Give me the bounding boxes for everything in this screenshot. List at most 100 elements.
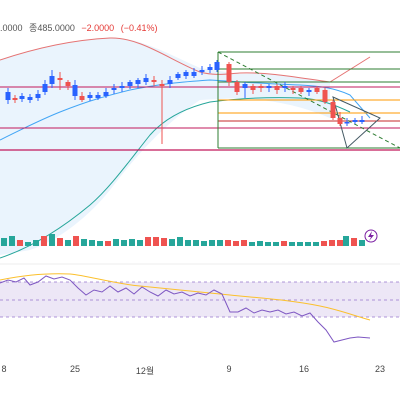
candle-body [191, 72, 197, 76]
candle-body [65, 82, 71, 86]
volume-bar [129, 239, 135, 246]
candle-body [135, 80, 141, 84]
candle-body [143, 78, 149, 82]
candle-body [127, 82, 133, 86]
x-axis-label-2: 25 [69, 364, 81, 374]
candle-body [207, 67, 213, 70]
candle-body [266, 86, 272, 88]
candle-body [290, 88, 296, 90]
volume-bar [225, 240, 231, 246]
volume-bar [185, 240, 191, 246]
volume-bar [17, 240, 23, 246]
candle-body [95, 95, 101, 98]
candle-body [359, 120, 365, 122]
volume-bar [359, 240, 365, 246]
volume-bar [217, 240, 223, 246]
candle-body [258, 86, 264, 88]
volume-bar [343, 236, 349, 246]
volume-bar [57, 238, 63, 246]
candle-body [19, 96, 25, 99]
close-value: 485.0000 [37, 23, 75, 33]
candle-body [111, 88, 117, 90]
candle-body [151, 80, 157, 82]
rsi-line [0, 275, 371, 343]
bollinger-upper-line [0, 37, 371, 83]
bollinger-mid-line [0, 79, 371, 141]
volume-bar [265, 242, 271, 246]
x-axis-label-3: 12월 [135, 366, 155, 376]
rsi-band [0, 282, 400, 317]
candle-body [214, 62, 220, 70]
x-axis-label-6: 23 [374, 364, 386, 374]
candle-body [322, 90, 328, 102]
change-percent: (−0.41%) [120, 23, 158, 33]
volume-bar [257, 241, 263, 246]
candle-body [119, 86, 125, 88]
volume-bar [273, 242, 279, 246]
candle-body [314, 88, 320, 92]
change-value: −2.0000 [81, 23, 115, 33]
bollinger-lower-line [0, 97, 351, 259]
volume-bar [161, 238, 167, 246]
candle-body [199, 70, 205, 72]
candle-body [159, 84, 165, 86]
candle-body [103, 92, 109, 96]
x-axis-label-4: 9 [226, 364, 232, 374]
candle-body [352, 120, 358, 122]
candle-body [72, 85, 78, 96]
volume-bar [233, 241, 239, 246]
fib-trend-dashed [217, 51, 400, 149]
volume-bar [81, 239, 87, 246]
volume-bar [351, 238, 357, 246]
candle-body [330, 102, 336, 118]
candle-body [250, 86, 256, 90]
volume-bar [41, 236, 47, 246]
volume-bar [201, 241, 207, 246]
lightning-icon[interactable] [364, 229, 378, 243]
volume-bar [209, 240, 215, 246]
volume-bar [137, 240, 143, 246]
candle-body [5, 92, 11, 100]
volume-bar [1, 238, 7, 246]
volume-bar [113, 239, 119, 246]
candle-body [87, 95, 93, 98]
candle-body [79, 96, 85, 100]
volume-bar [33, 240, 39, 246]
candle-body [167, 80, 173, 84]
volume-bar [321, 241, 327, 246]
ohlc-header: .0000 종485.0000 −2.0000 (−0.41%) [0, 21, 161, 34]
candle-body [175, 74, 181, 78]
x-axis-label-5: 16 [298, 364, 310, 374]
close-label: 종 [29, 23, 38, 33]
candle-body [234, 82, 240, 92]
candle-body [35, 94, 41, 98]
candle-body [282, 86, 288, 88]
candle-body [42, 84, 48, 92]
volume-bar [121, 240, 127, 246]
volume-bar [337, 240, 343, 246]
open-value: .0000 [0, 23, 23, 33]
volume-bar [177, 237, 183, 246]
candle-body [298, 88, 304, 92]
volume-bar [281, 241, 287, 246]
volume-bar [153, 237, 159, 246]
candle-body [306, 90, 312, 92]
volume-bar [289, 242, 295, 246]
candlesticks [5, 60, 365, 144]
x-axis-label-1: 8 [1, 364, 7, 374]
candle-body [226, 64, 232, 82]
volume-bars [1, 234, 365, 246]
volume-bar [89, 240, 95, 246]
candle-body [57, 78, 63, 80]
volume-bar [305, 242, 311, 246]
volume-bar [25, 242, 31, 246]
candle-body [183, 72, 189, 76]
volume-bar [9, 236, 15, 246]
volume-bar [193, 240, 199, 246]
volume-bar [73, 236, 79, 246]
volume-bar [313, 242, 319, 246]
candle-body [242, 84, 248, 88]
candle-body [12, 98, 18, 100]
candle-body [344, 122, 350, 124]
